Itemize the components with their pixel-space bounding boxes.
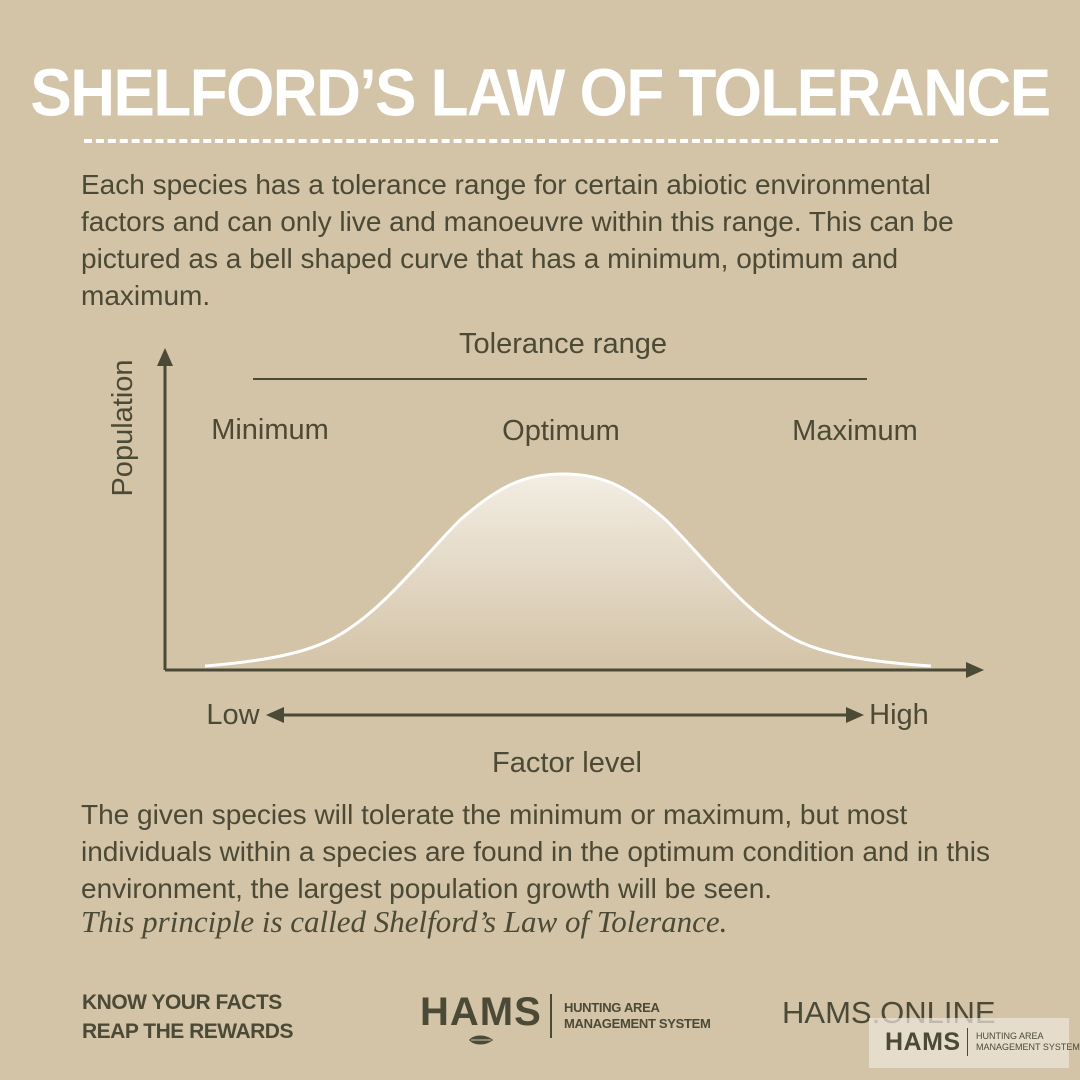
watermark-divider [967, 1028, 968, 1056]
optimum-label: Optimum [502, 415, 620, 447]
logo-wordmark: HAMS [420, 990, 542, 1034]
watermark-wordmark: HAMS [885, 1028, 961, 1056]
leaf-icon [469, 1035, 493, 1045]
factor-arrow-right-head [846, 707, 864, 723]
principle-text: This principle is called Shelford’s Law … [81, 904, 728, 939]
tagline-line-2: REAP THE REWARDS [82, 1020, 293, 1043]
logo-divider [550, 994, 552, 1038]
minimum-label: Minimum [211, 414, 329, 446]
low-label: Low [206, 699, 260, 731]
maximum-label: Maximum [792, 415, 918, 447]
tagline-line-1: KNOW YOUR FACTS [82, 991, 282, 1014]
logo-subtitle: HUNTING AREA MANAGEMENT SYSTEM [564, 1000, 711, 1032]
watermark-subtitle: HUNTING AREA MANAGEMENT SYSTEM [976, 1031, 1080, 1053]
watermark-logo: HAMS HUNTING AREA MANAGEMENT SYSTEM [869, 1018, 1080, 1068]
title-divider [84, 139, 998, 143]
tagline: KNOW YOUR FACTS REAP THE REWARDS [82, 988, 293, 1046]
factor-arrow-left-head [266, 707, 284, 723]
y-axis-arrow [157, 348, 173, 366]
page-title: SHELFORD’S LAW OF TOLERANCE [30, 56, 1051, 131]
watermark-subtitle-line-1: HUNTING AREA [976, 1031, 1044, 1041]
watermark-subtitle-line-2: MANAGEMENT SYSTEM [976, 1042, 1080, 1052]
conclusion-text: The given species will tolerate the mini… [81, 799, 990, 904]
tolerance-range-label: Tolerance range [459, 328, 667, 360]
y-axis-label: Population [107, 359, 139, 496]
x-axis-label: Factor level [492, 747, 642, 779]
bell-curve-area [205, 474, 931, 670]
intro-text: Each species has a tolerance range for c… [81, 169, 954, 311]
logo-subtitle-line-2: MANAGEMENT SYSTEM [564, 1016, 711, 1031]
x-axis-arrow [966, 662, 984, 678]
bell-curve-line [204, 472, 932, 668]
logo-subtitle-line-1: HUNTING AREA [564, 1000, 660, 1015]
high-label: High [869, 699, 929, 731]
